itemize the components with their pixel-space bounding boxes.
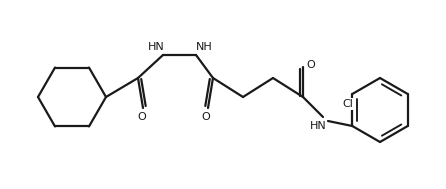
- Text: O: O: [307, 60, 315, 70]
- Text: HN: HN: [310, 121, 326, 131]
- Text: O: O: [138, 112, 146, 122]
- Text: O: O: [202, 112, 211, 122]
- Text: Cl: Cl: [343, 99, 354, 109]
- Text: HN: HN: [148, 42, 165, 52]
- Text: NH: NH: [196, 42, 212, 52]
